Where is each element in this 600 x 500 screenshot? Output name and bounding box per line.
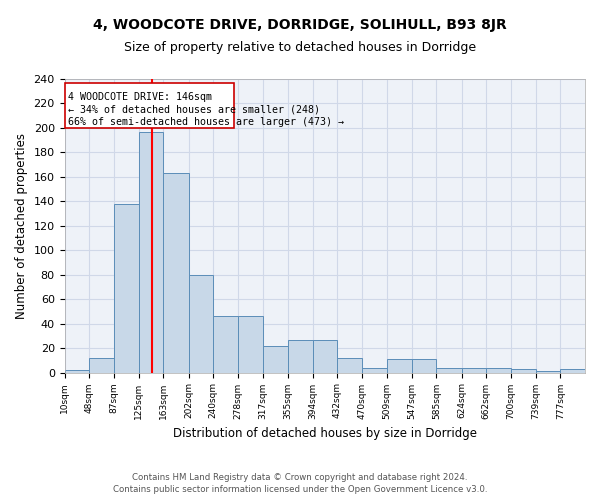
Text: Contains public sector information licensed under the Open Government Licence v3: Contains public sector information licen… <box>113 485 487 494</box>
Bar <box>89 358 115 372</box>
Bar <box>163 173 188 372</box>
Bar <box>362 368 387 372</box>
Text: 4, WOODCOTE DRIVE, DORRIDGE, SOLIHULL, B93 8JR: 4, WOODCOTE DRIVE, DORRIDGE, SOLIHULL, B… <box>93 18 507 32</box>
Bar <box>115 204 139 372</box>
Bar <box>337 358 362 372</box>
Bar <box>287 340 313 372</box>
Bar <box>188 274 213 372</box>
Bar <box>436 368 461 372</box>
Bar <box>486 368 511 372</box>
FancyBboxPatch shape <box>65 82 234 128</box>
Bar <box>139 132 163 372</box>
Bar <box>65 370 89 372</box>
Bar <box>511 369 536 372</box>
Text: 4 WOODCOTE DRIVE: 146sqm: 4 WOODCOTE DRIVE: 146sqm <box>68 92 212 102</box>
Text: Contains HM Land Registry data © Crown copyright and database right 2024.: Contains HM Land Registry data © Crown c… <box>132 472 468 482</box>
Bar <box>238 316 263 372</box>
Bar <box>213 316 238 372</box>
Text: Size of property relative to detached houses in Dorridge: Size of property relative to detached ho… <box>124 41 476 54</box>
Bar <box>387 359 412 372</box>
Bar <box>263 346 287 372</box>
Text: ← 34% of detached houses are smaller (248): ← 34% of detached houses are smaller (24… <box>68 104 320 115</box>
Bar <box>313 340 337 372</box>
Text: 66% of semi-detached houses are larger (473) →: 66% of semi-detached houses are larger (… <box>68 117 344 127</box>
Y-axis label: Number of detached properties: Number of detached properties <box>15 133 28 319</box>
Bar <box>560 369 585 372</box>
X-axis label: Distribution of detached houses by size in Dorridge: Distribution of detached houses by size … <box>173 427 477 440</box>
Bar <box>461 368 486 372</box>
Bar <box>412 359 436 372</box>
